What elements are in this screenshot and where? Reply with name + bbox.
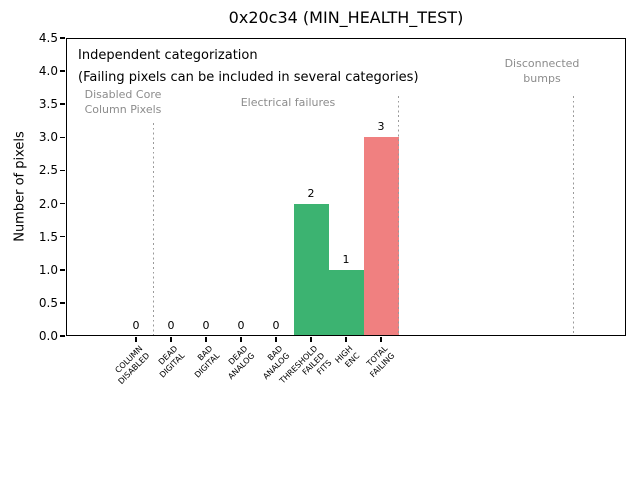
- bar-value-label: 1: [342, 252, 350, 266]
- y-axis-tick: [60, 37, 65, 39]
- bar-value-label: 0: [167, 319, 175, 332]
- x-axis-tick: [135, 336, 137, 342]
- bar-value-label: 3: [377, 120, 385, 134]
- group-separator-line: [572, 96, 575, 336]
- bar-total-failing: [363, 137, 399, 335]
- bar-value-label: 2: [307, 186, 315, 200]
- y-axis-tick: [60, 302, 65, 304]
- annotation-block: Independent categorization (Failing pixe…: [78, 45, 419, 89]
- y-tick-label: 0.0: [38, 329, 58, 343]
- bar-high-enc: [328, 269, 364, 335]
- bar-value-label: 0: [237, 319, 245, 332]
- y-tick-label: 3.0: [38, 130, 58, 145]
- group-separator-line: [152, 123, 155, 336]
- y-tick-label: 4.0: [38, 64, 58, 79]
- y-tick-label: 2.5: [38, 163, 58, 178]
- x-axis-tick: [275, 336, 277, 342]
- x-axis-tick: [240, 336, 242, 342]
- bar-value-label: 0: [202, 319, 210, 332]
- y-tick-label: 2.0: [38, 196, 58, 211]
- y-axis-tick: [60, 169, 65, 172]
- y-axis-tick: [60, 136, 65, 139]
- x-axis-tick: [205, 336, 207, 342]
- y-axis-tick: [60, 235, 65, 238]
- group-separator-line: [397, 96, 400, 336]
- y-axis-tick: [60, 269, 65, 271]
- annotation-line-2: (Failing pixels can be included in sever…: [78, 70, 419, 85]
- annotation-line-1: Independent categorization: [78, 48, 258, 63]
- y-axis-tick: [60, 335, 65, 337]
- y-tick-label: 4.5: [38, 31, 58, 45]
- chart-title: 0x20c34 (MIN_HEALTH_TEST): [228, 8, 464, 27]
- section-label-disconnected-bumps: Disconnected bumps: [504, 57, 580, 85]
- x-axis-tick: [345, 336, 347, 342]
- y-axis-tick: [60, 103, 65, 105]
- y-tick-label: 3.5: [38, 97, 58, 112]
- section-label-electrical-failures: Electrical failures: [240, 96, 336, 109]
- bar-value-label: 0: [132, 319, 140, 332]
- y-tick-label: 0.5: [38, 295, 58, 310]
- x-axis-tick: [380, 336, 382, 342]
- bar-threshold-failed-fits: [293, 203, 329, 335]
- x-axis-tick: [170, 336, 172, 342]
- y-axis-tick: [60, 70, 65, 72]
- y-axis-tick: [60, 202, 65, 205]
- x-axis-tick: [310, 336, 312, 342]
- y-tick-label: 1.5: [38, 229, 58, 244]
- y-tick-label: 1.0: [38, 262, 58, 277]
- bar-value-label: 0: [272, 319, 280, 332]
- section-label-disabled-core-column-pixels: Disabled Core Column Pixels: [84, 88, 162, 116]
